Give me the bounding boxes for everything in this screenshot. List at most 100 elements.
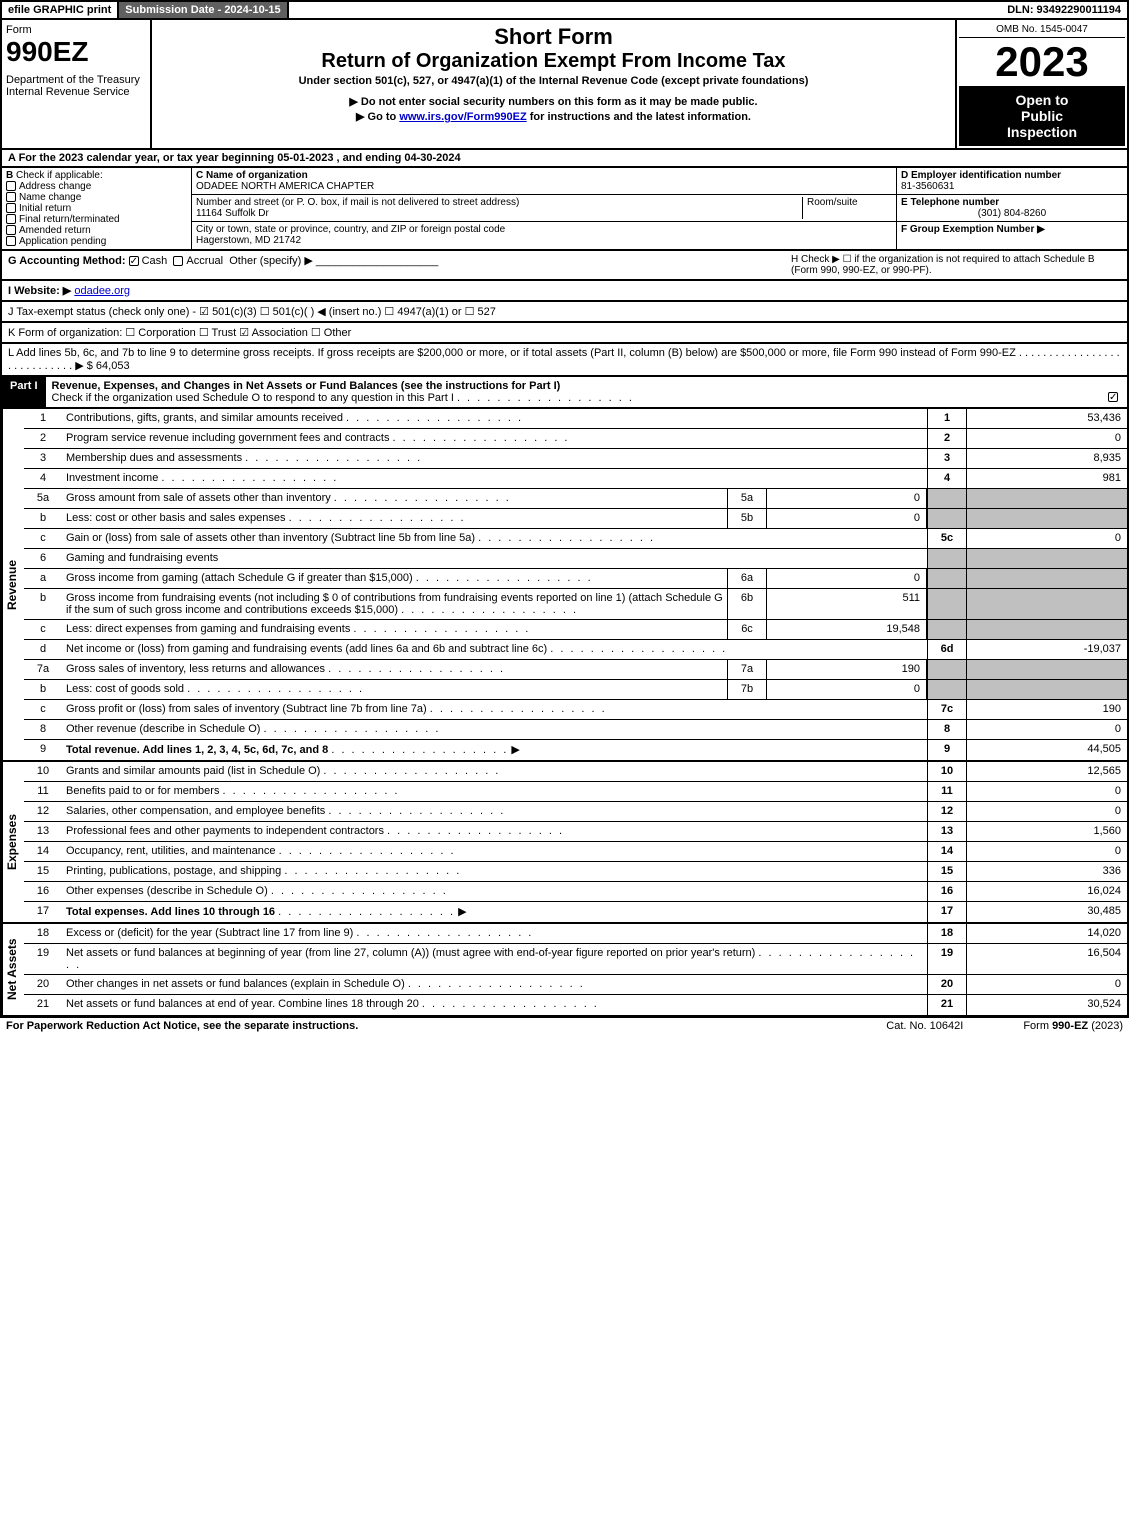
b-label: B: [6, 170, 13, 181]
line-row: 20Other changes in net assets or fund ba…: [24, 975, 1127, 995]
part-i-checkbox[interactable]: [1108, 392, 1118, 402]
right-line-no: [927, 549, 967, 568]
right-line-no: [927, 660, 967, 679]
revenue-table: Revenue 1Contributions, gifts, grants, a…: [0, 409, 1129, 762]
form-word: Form: [6, 24, 146, 36]
line-desc: Professional fees and other payments to …: [62, 822, 927, 841]
right-line-no: 12: [927, 802, 967, 821]
footer-cat: Cat. No. 10642I: [886, 1020, 963, 1032]
b-option-checkbox[interactable]: [6, 203, 16, 213]
line-row: 12Salaries, other compensation, and empl…: [24, 802, 1127, 822]
line-desc: Gain or (loss) from sale of assets other…: [62, 529, 927, 548]
right-line-no: 21: [927, 995, 967, 1015]
line-number: 15: [24, 862, 62, 881]
part-i-title: Revenue, Expenses, and Changes in Net As…: [52, 380, 561, 392]
line-number: 8: [24, 720, 62, 739]
right-line-no: 9: [927, 740, 967, 760]
right-line-val: 0: [967, 529, 1127, 548]
cash-checkbox[interactable]: [129, 256, 139, 266]
line-number: 1: [24, 409, 62, 428]
tax-year: 2023: [959, 38, 1125, 86]
line-row: 16Other expenses (describe in Schedule O…: [24, 882, 1127, 902]
d-label: D Employer identification number: [901, 170, 1061, 181]
return-title: Return of Organization Exempt From Incom…: [162, 50, 945, 73]
b-option-checkbox[interactable]: [6, 192, 16, 202]
line-number: 12: [24, 802, 62, 821]
line-number: 21: [24, 995, 62, 1015]
right-line-no: [927, 569, 967, 588]
section-k: K Form of organization: ☐ Corporation ☐ …: [0, 323, 1129, 344]
right-line-val: 16,024: [967, 882, 1127, 901]
right-line-val: 0: [967, 975, 1127, 994]
part-i-desc: Revenue, Expenses, and Changes in Net As…: [46, 377, 1127, 407]
org-name: ODADEE NORTH AMERICA CHAPTER: [196, 181, 374, 192]
mid-line-val: 0: [767, 509, 927, 528]
line-number: 20: [24, 975, 62, 994]
right-line-no: 14: [927, 842, 967, 861]
line-number: c: [24, 620, 62, 639]
room-label: Room/suite: [807, 197, 858, 208]
line-desc: Gross sales of inventory, less returns a…: [62, 660, 727, 679]
line-row: 4Investment income 4981: [24, 469, 1127, 489]
right-line-val: 8,935: [967, 449, 1127, 468]
b-option: Amended return: [6, 225, 187, 236]
line-desc: Excess or (deficit) for the year (Subtra…: [62, 924, 927, 943]
section-c: C Name of organization ODADEE NORTH AMER…: [192, 168, 897, 249]
right-line-val: [967, 549, 1127, 568]
note-link: ▶ Go to www.irs.gov/Form990EZ for instru…: [162, 110, 945, 123]
expenses-table: Expenses 10Grants and similar amounts pa…: [0, 762, 1129, 924]
subtitle: Under section 501(c), 527, or 4947(a)(1)…: [162, 75, 945, 87]
right-line-val: 53,436: [967, 409, 1127, 428]
b-option-checkbox[interactable]: [6, 214, 16, 224]
mid-line-val: 0: [767, 569, 927, 588]
right-line-val: 14,020: [967, 924, 1127, 943]
b-check-if: Check if applicable:: [16, 170, 103, 181]
right-line-no: [927, 589, 967, 619]
right-line-no: 18: [927, 924, 967, 943]
mid-line-no: 5a: [727, 489, 767, 508]
right-line-no: 16: [927, 882, 967, 901]
line-number: 18: [24, 924, 62, 943]
irs-link[interactable]: www.irs.gov/Form990EZ: [399, 111, 526, 123]
mid-line-val: 0: [767, 680, 927, 699]
line-row: 11Benefits paid to or for members 110: [24, 782, 1127, 802]
line-row: 18Excess or (deficit) for the year (Subt…: [24, 924, 1127, 944]
line-row: 10Grants and similar amounts paid (list …: [24, 762, 1127, 782]
section-j: J Tax-exempt status (check only one) - ☑…: [0, 302, 1129, 323]
line-row: dNet income or (loss) from gaming and fu…: [24, 640, 1127, 660]
b-option-checkbox[interactable]: [6, 181, 16, 191]
line-desc: Net assets or fund balances at end of ye…: [62, 995, 927, 1015]
line-row: 15Printing, publications, postage, and s…: [24, 862, 1127, 882]
line-number: 2: [24, 429, 62, 448]
accrual-checkbox[interactable]: [173, 256, 183, 266]
right-line-no: 3: [927, 449, 967, 468]
right-line-val: [967, 509, 1127, 528]
section-gh: G Accounting Method: Cash Accrual Other …: [0, 251, 1129, 281]
city: Hagerstown, MD 21742: [196, 235, 301, 246]
efile-label[interactable]: efile GRAPHIC print: [2, 2, 119, 18]
form-header: Form 990EZ Department of the Treasury In…: [0, 20, 1129, 150]
website-link[interactable]: odadee.org: [74, 285, 130, 297]
mid-line-val: 19,548: [767, 620, 927, 639]
footer-left: For Paperwork Reduction Act Notice, see …: [6, 1020, 358, 1032]
line-row: 7aGross sales of inventory, less returns…: [24, 660, 1127, 680]
right-line-no: 6d: [927, 640, 967, 659]
line-number: 19: [24, 944, 62, 974]
line-row: 6Gaming and fundraising events: [24, 549, 1127, 569]
b-option-checkbox[interactable]: [6, 225, 16, 235]
right-line-no: 10: [927, 762, 967, 781]
c-label: C Name of organization: [196, 170, 308, 181]
right-line-no: 20: [927, 975, 967, 994]
mid-line-no: 6a: [727, 569, 767, 588]
line-desc: Other revenue (describe in Schedule O): [62, 720, 927, 739]
line-desc: Benefits paid to or for members: [62, 782, 927, 801]
line-number: a: [24, 569, 62, 588]
line-row: 1Contributions, gifts, grants, and simil…: [24, 409, 1127, 429]
b-option-checkbox[interactable]: [6, 236, 16, 246]
line-desc: Salaries, other compensation, and employ…: [62, 802, 927, 821]
section-b: B Check if applicable: Address changeNam…: [2, 168, 192, 249]
line-desc: Gaming and fundraising events: [62, 549, 927, 568]
header-right: OMB No. 1545-0047 2023 Open to Public In…: [957, 20, 1127, 148]
revenue-tab: Revenue: [2, 409, 24, 760]
b-option: Address change: [6, 181, 187, 192]
